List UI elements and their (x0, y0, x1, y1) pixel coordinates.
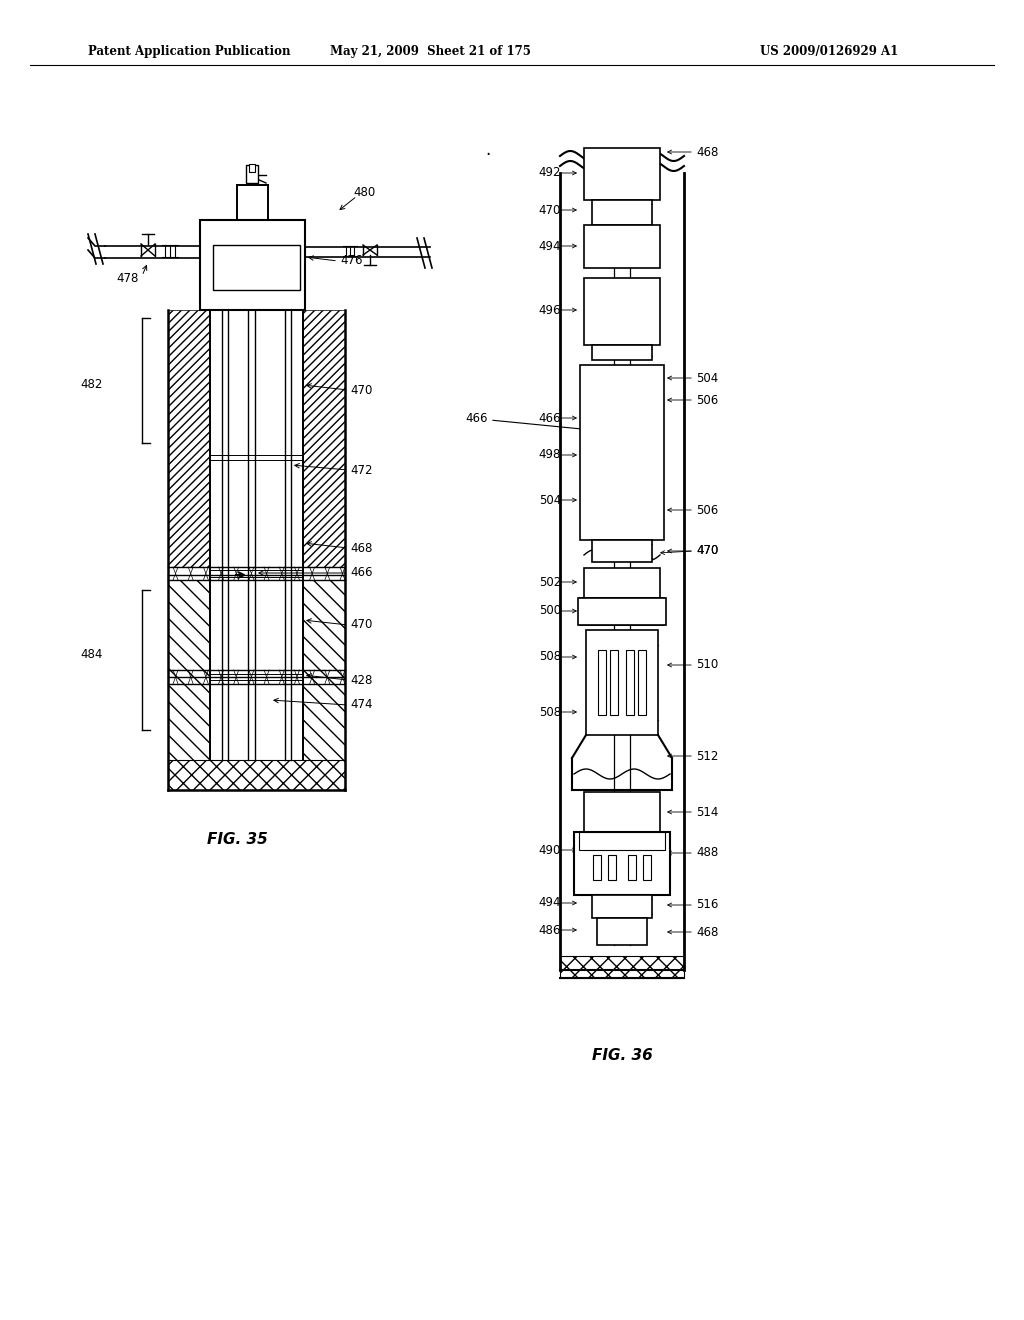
Text: 466: 466 (466, 412, 488, 425)
Bar (578, 598, 666, 624)
Bar (200, 220, 305, 310)
Text: 470: 470 (696, 544, 719, 557)
Text: 474: 474 (350, 698, 373, 711)
Bar (213, 246, 300, 290)
Text: 502: 502 (539, 576, 561, 589)
Text: 506: 506 (696, 393, 718, 407)
Bar (303, 310, 345, 568)
Text: US 2009/0126929 A1: US 2009/0126929 A1 (760, 45, 898, 58)
Bar (168, 760, 345, 789)
Bar (584, 792, 660, 832)
Bar (592, 201, 652, 224)
Bar (626, 649, 634, 715)
Text: 494: 494 (539, 896, 561, 909)
Text: May 21, 2009  Sheet 21 of 175: May 21, 2009 Sheet 21 of 175 (330, 45, 530, 58)
Text: 470: 470 (350, 384, 373, 396)
Bar (584, 224, 660, 268)
Text: 496: 496 (539, 304, 561, 317)
Bar (592, 345, 652, 360)
Bar (168, 579, 210, 760)
Bar (574, 832, 670, 895)
Text: 470: 470 (539, 203, 561, 216)
Bar (592, 540, 652, 562)
Text: 468: 468 (350, 541, 373, 554)
Bar (580, 598, 664, 624)
Bar (580, 366, 664, 540)
Text: 484: 484 (81, 648, 103, 661)
Bar (584, 148, 660, 201)
Text: 468: 468 (696, 145, 719, 158)
Bar (592, 895, 652, 917)
Text: 500: 500 (539, 605, 561, 618)
Text: FIG. 36: FIG. 36 (592, 1048, 652, 1063)
Bar (168, 310, 210, 568)
Bar (643, 855, 651, 880)
Text: 508: 508 (539, 651, 561, 664)
Text: 476: 476 (340, 255, 362, 268)
Text: 504: 504 (696, 371, 718, 384)
Text: 466: 466 (350, 566, 373, 579)
Text: 428: 428 (350, 673, 373, 686)
Bar (597, 917, 647, 945)
Text: 512: 512 (696, 750, 719, 763)
Text: 516: 516 (696, 899, 719, 912)
Text: 508: 508 (539, 705, 561, 718)
Text: 504: 504 (539, 494, 561, 507)
Text: 470: 470 (350, 619, 373, 631)
Bar (584, 568, 660, 598)
Bar (586, 630, 658, 735)
Text: 506: 506 (696, 503, 718, 516)
Text: 510: 510 (696, 659, 718, 672)
Text: 494: 494 (539, 239, 561, 252)
Text: 472: 472 (350, 463, 373, 477)
Bar (579, 832, 665, 850)
Text: 480: 480 (353, 186, 375, 198)
Text: 498: 498 (539, 449, 561, 462)
Bar (608, 855, 616, 880)
Text: 514: 514 (696, 805, 719, 818)
Bar (628, 855, 636, 880)
Bar (593, 855, 601, 880)
Text: 470: 470 (696, 544, 719, 557)
Text: 486: 486 (539, 924, 561, 936)
Text: Patent Application Publication: Patent Application Publication (88, 45, 291, 58)
Text: 478: 478 (116, 272, 138, 285)
Text: 466: 466 (539, 412, 561, 425)
Bar (584, 279, 660, 345)
Bar (246, 165, 258, 183)
Bar (598, 649, 606, 715)
Text: 482: 482 (81, 379, 103, 392)
Bar (610, 649, 618, 715)
Text: 490: 490 (539, 843, 561, 857)
Text: ·: · (485, 147, 490, 164)
Text: FIG. 35: FIG. 35 (207, 833, 267, 847)
Bar (303, 579, 345, 760)
Text: 492: 492 (539, 166, 561, 180)
Text: 468: 468 (696, 925, 719, 939)
Bar (560, 956, 684, 978)
Text: 488: 488 (696, 846, 718, 859)
Bar (249, 164, 255, 172)
Bar (638, 649, 646, 715)
